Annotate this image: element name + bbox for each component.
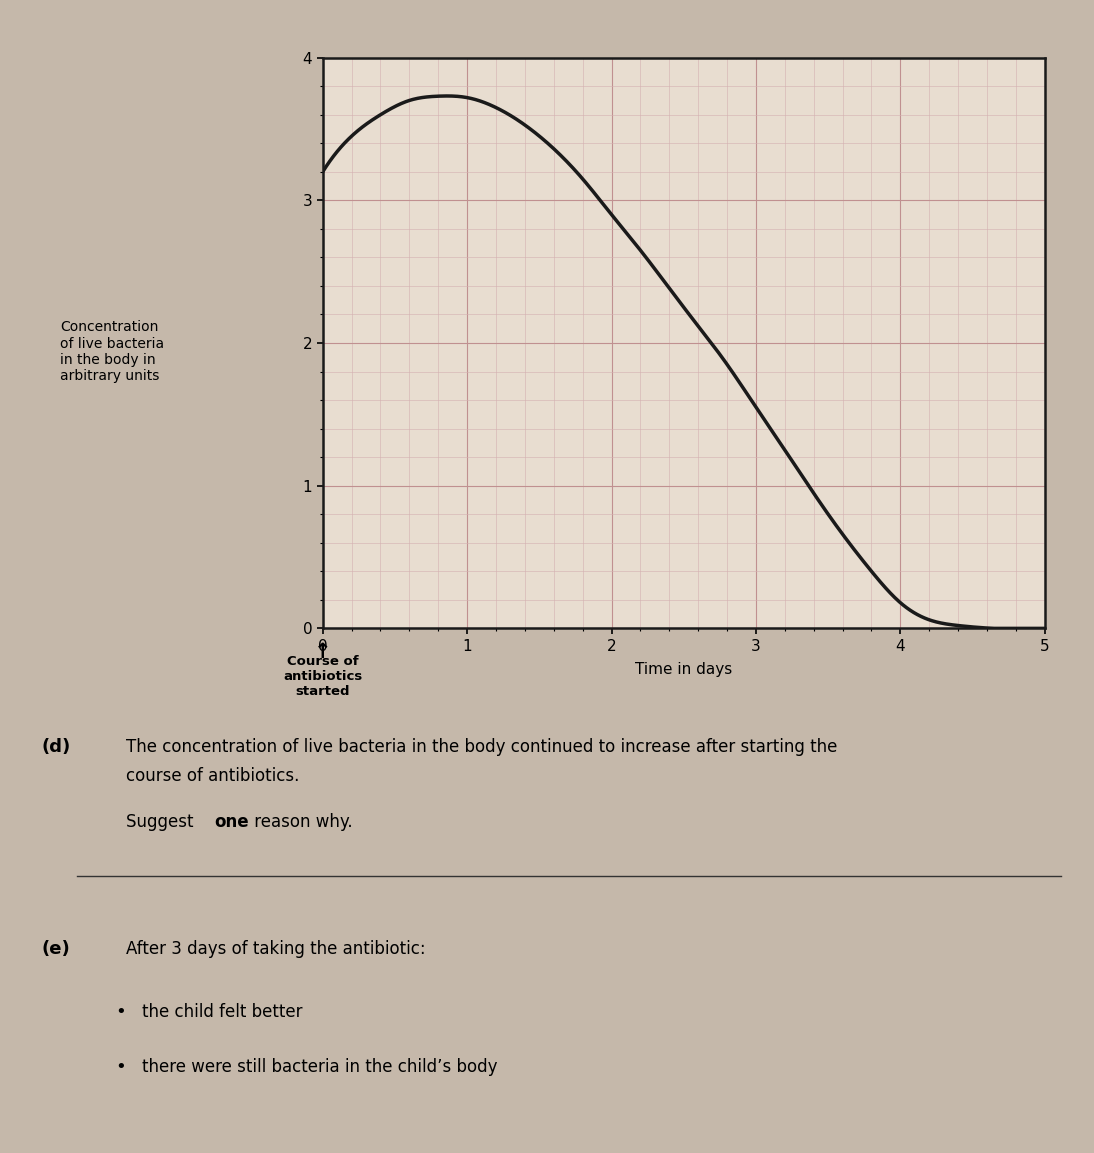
- Text: the child felt better: the child felt better: [142, 1003, 303, 1022]
- Text: one: one: [214, 813, 249, 831]
- Text: •: •: [115, 1003, 126, 1022]
- Text: Suggest: Suggest: [126, 813, 198, 831]
- Text: Concentration
of live bacteria
in the body in
arbitrary units: Concentration of live bacteria in the bo…: [60, 321, 164, 383]
- Text: The concentration of live bacteria in the body continued to increase after start: The concentration of live bacteria in th…: [126, 738, 837, 756]
- Text: Course of
antibiotics
started: Course of antibiotics started: [283, 655, 362, 698]
- Text: course of antibiotics.: course of antibiotics.: [126, 767, 299, 785]
- Text: (d): (d): [42, 738, 71, 756]
- X-axis label: Time in days: Time in days: [636, 662, 732, 677]
- Text: (e): (e): [42, 940, 70, 958]
- Text: After 3 days of taking the antibiotic:: After 3 days of taking the antibiotic:: [126, 940, 426, 958]
- Text: •: •: [115, 1058, 126, 1077]
- Text: there were still bacteria in the child’s body: there were still bacteria in the child’s…: [142, 1058, 498, 1077]
- Text: reason why.: reason why.: [249, 813, 353, 831]
- Text: ↑: ↑: [314, 642, 331, 662]
